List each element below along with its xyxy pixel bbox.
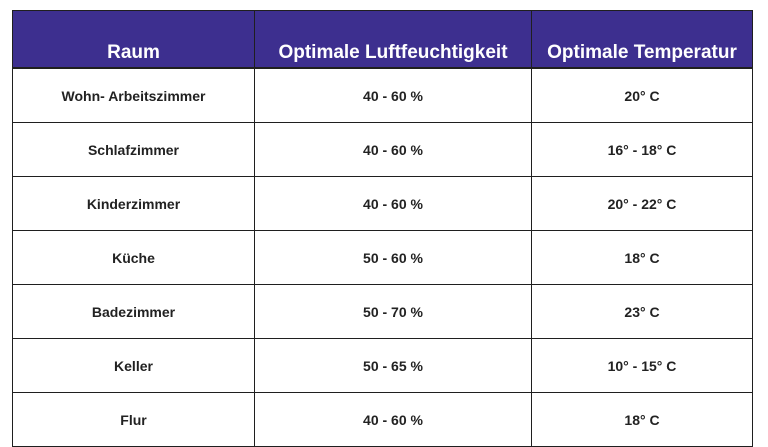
cell-room: Küche [12, 230, 255, 285]
climate-table-container: Raum Optimale Luftfeuchtigkeit Optimale … [12, 10, 753, 447]
table-row: Flur 40 - 60 % 18° C [12, 392, 753, 447]
cell-humidity: 50 - 60 % [254, 230, 532, 285]
header-luftfeuchtigkeit: Optimale Luftfeuchtigkeit [254, 10, 532, 69]
cell-room: Keller [12, 338, 255, 393]
cell-humidity: 50 - 70 % [254, 284, 532, 339]
cell-temperature: 18° C [531, 230, 753, 285]
header-raum: Raum [12, 10, 255, 69]
header-row: Raum Optimale Luftfeuchtigkeit Optimale … [12, 10, 753, 69]
cell-room: Badezimmer [12, 284, 255, 339]
table-row: Küche 50 - 60 % 18° C [12, 230, 753, 285]
cell-temperature: 20° - 22° C [531, 176, 753, 231]
table-row: Schlafzimmer 40 - 60 % 16° - 18° C [12, 122, 753, 177]
table-row: Wohn- Arbeitszimmer 40 - 60 % 20° C [12, 67, 753, 123]
cell-temperature: 10° - 15° C [531, 338, 753, 393]
cell-temperature: 16° - 18° C [531, 122, 753, 177]
cell-humidity: 40 - 60 % [254, 176, 532, 231]
cell-room: Kinderzimmer [12, 176, 255, 231]
header-temperatur: Optimale Temperatur [531, 10, 753, 69]
cell-room: Wohn- Arbeitszimmer [12, 67, 255, 123]
cell-humidity: 40 - 60 % [254, 392, 532, 447]
cell-room: Flur [12, 392, 255, 447]
table-row: Kinderzimmer 40 - 60 % 20° - 22° C [12, 176, 753, 231]
cell-temperature: 23° C [531, 284, 753, 339]
cell-room: Schlafzimmer [12, 122, 255, 177]
cell-humidity: 40 - 60 % [254, 122, 532, 177]
cell-temperature: 20° C [531, 67, 753, 123]
cell-humidity: 40 - 60 % [254, 67, 532, 123]
cell-temperature: 18° C [531, 392, 753, 447]
table-header: Raum Optimale Luftfeuchtigkeit Optimale … [12, 10, 753, 69]
table-row: Badezimmer 50 - 70 % 23° C [12, 284, 753, 339]
table-body: Wohn- Arbeitszimmer 40 - 60 % 20° C Schl… [12, 67, 753, 447]
cell-humidity: 50 - 65 % [254, 338, 532, 393]
table-row: Keller 50 - 65 % 10° - 15° C [12, 338, 753, 393]
room-climate-table: Raum Optimale Luftfeuchtigkeit Optimale … [12, 10, 753, 447]
